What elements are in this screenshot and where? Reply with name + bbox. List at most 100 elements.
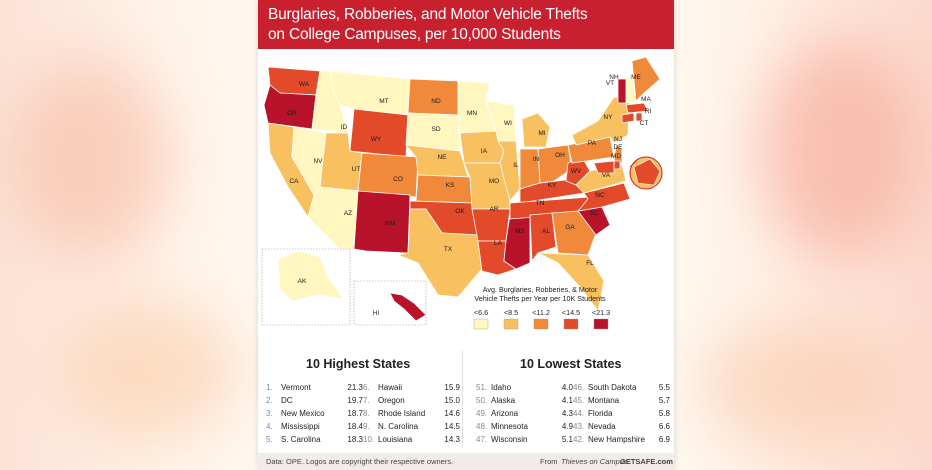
lowest-row: 47. Wisconsin 5.1 [476,434,573,445]
legend: Avg. Burglaries, Robberies, & Motor Vehi… [473,285,610,330]
footer-source: Data: OPE. Logos are copyright their res… [266,457,454,466]
state-mi [521,112,551,148]
highest-row-name: New Mexico [281,409,325,418]
lowest-row: 49. Arizona 4.3 [476,408,573,419]
state-label-ct: CT [640,120,649,127]
state-label-pa: PA [588,140,597,147]
state-label-mi: MI [538,130,545,137]
lowest-row: 42. New Hampshire 6.9 [573,434,670,445]
legend-title-line-2: Vehicle Thefts per Year per 10K Students [474,294,606,303]
highest-row-value: 18.4 [347,422,363,431]
lowest-row-rank: 48. [476,422,488,431]
state-al [529,212,557,263]
legend-swatch-4 [563,318,579,330]
state-label-il: IL [513,162,519,169]
lowest-row-rank: 47. [476,435,488,444]
state-label-ga: GA [565,224,575,231]
state-hi [389,292,427,322]
state-label-ks: KS [446,182,455,189]
state-label-oh: OH [555,152,565,159]
highest-row-rank: 9. [363,422,370,431]
footer-brand: GETSAFE.com [620,457,673,466]
lowest-row-name: Florida [588,409,613,418]
highest-list-title: 10 Highest States [306,357,411,371]
state-label-ms: MS [515,228,525,235]
us-choropleth-map: WA OR CA NV ID MT WY UT AZ CO NM ND SD NE KS OK TX MN IA MO… [261,56,663,330]
state-nm [353,190,411,254]
highest-row: 8. Rhode Island 14.6 [363,408,460,419]
highest-row-rank: 8. [363,409,370,418]
lowest-row-value: 4.1 [561,396,573,405]
state-label-sd: SD [431,126,440,133]
lowest-row-rank: 43. [573,422,585,431]
lowest-row: 51. Idaho 4.0 [476,382,573,393]
state-ct [621,112,635,124]
state-co [357,152,419,198]
highest-row: 6. Hawaii 15.9 [363,382,460,393]
state-label-tx: TX [444,246,453,253]
legend-label-3: <11.2 [532,308,550,317]
state-label-de: DE [613,144,623,151]
lowest-row-rank: 51. [476,383,488,392]
state-wy [349,108,409,158]
alaska-inset-box [261,248,351,326]
state-label-ca: CA [289,178,299,185]
state-label-co: CO [393,176,403,183]
state-label-la: LA [494,240,503,247]
lowest-row-name: New Hampshire [588,435,645,444]
highest-row-name: N. Carolina [378,422,419,431]
state-ak [277,250,345,302]
highest-row-rank: 4. [266,422,273,431]
state-ma [625,102,649,114]
lowest-row-rank: 45. [573,396,585,405]
state-label-nd: ND [431,98,441,105]
state-tx [396,208,483,298]
footer: Data: OPE. Logos are copyright their res… [258,453,674,470]
state-label-id: ID [341,124,348,131]
highest-row-value: 15.9 [444,383,460,392]
state-label-ut: UT [352,166,361,173]
state-label-ri: RI [645,108,652,115]
highest-row-value: 15.0 [444,396,460,405]
highest-row-rank: 2. [266,396,273,405]
state-ri [635,112,643,122]
highest-row-name: Hawaii [378,383,403,392]
state-az [307,186,359,250]
lowest-row-value: 6.6 [658,422,670,431]
lowest-row-name: Alaska [491,396,516,405]
state-label-ky: KY [548,182,557,189]
highest-row-value: 14.6 [444,409,460,418]
lowest-row: 44. Florida 5.8 [573,408,670,419]
state-label-vt: VT [606,80,614,87]
highest-row-name: S. Carolina [281,435,321,444]
title-line-1: Burglaries, Robberies, and Motor Vehicle… [268,6,588,23]
state-label-ar: AR [489,206,498,213]
highest-row: 9. N. Carolina 14.5 [363,421,460,432]
state-label-ny: NY [603,114,613,121]
highest-row: 2. DC 19.7 [266,395,363,406]
highest-row-rank: 5. [266,435,273,444]
legend-label-5: <21.3 [592,308,610,317]
state-label-mo: MO [489,178,499,185]
lowest-row-name: South Dakota [588,383,637,392]
state-label-fl: FL [586,260,594,267]
state-label-nj: NJ [614,136,622,143]
highest-row-name: DC [281,396,293,405]
state-label-nm: NM [385,220,395,227]
state-me [631,56,661,102]
highest-row-name: Louisiana [378,435,413,444]
dc-zoom-pointer [629,160,637,168]
state-ga [551,210,597,256]
highest-row-name: Mississippi [281,422,320,431]
state-label-in: IN [533,156,540,163]
lowest-row-rank: 49. [476,409,488,418]
lowest-row-name: Nevada [588,422,616,431]
lowest-row-rank: 44. [573,409,585,418]
lowest-row: 46. South Dakota 5.5 [573,382,670,393]
state-label-ok: OK [455,208,465,215]
lowest-list-title: 10 Lowest States [520,357,622,371]
lowest-row-value: 4.0 [561,383,573,392]
lowest-row-value: 5.7 [658,396,670,405]
footer-book: Thieves on Campus [561,457,628,466]
highest-row: 3. New Mexico 18.7 [266,408,363,419]
